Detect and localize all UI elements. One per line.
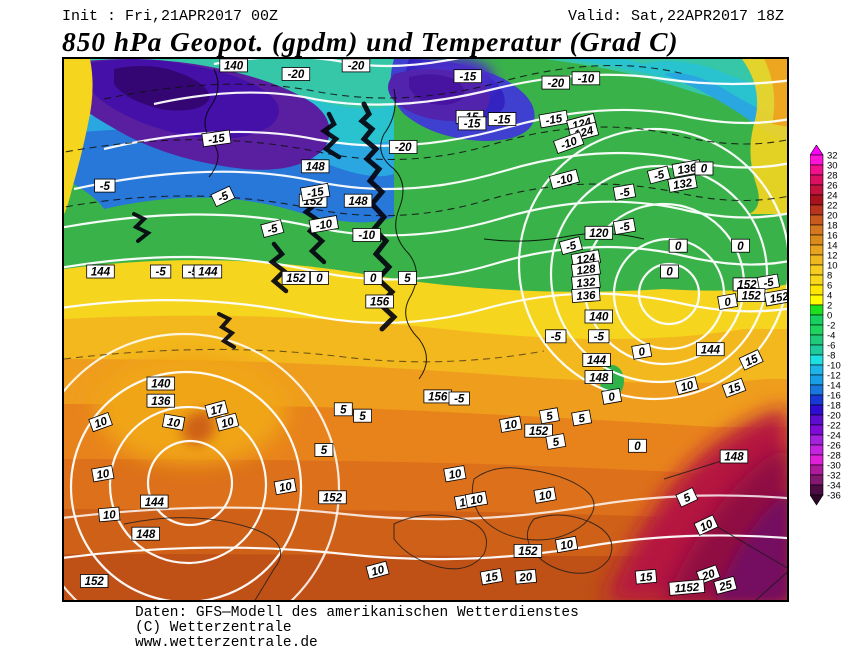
svg-text:-10: -10 [358, 230, 375, 242]
svg-text:20: 20 [518, 571, 533, 584]
svg-text:144: 144 [145, 497, 165, 509]
svg-text:5: 5 [359, 411, 366, 423]
svg-text:152: 152 [742, 290, 762, 302]
svg-text:5: 5 [321, 445, 328, 457]
svg-text:15: 15 [639, 571, 653, 584]
svg-text:152: 152 [286, 273, 306, 285]
svg-text:-15: -15 [208, 132, 227, 146]
svg-text:152: 152 [323, 493, 343, 505]
svg-text:148: 148 [306, 162, 326, 174]
svg-text:-15: -15 [459, 71, 476, 83]
svg-text:5: 5 [404, 273, 411, 285]
svg-text:148: 148 [724, 452, 744, 464]
svg-text:148: 148 [349, 196, 369, 208]
svg-text:0: 0 [316, 273, 323, 285]
svg-text:0: 0 [737, 241, 744, 253]
svg-text:152: 152 [518, 546, 538, 558]
svg-text:148: 148 [136, 529, 156, 541]
svg-text:-15: -15 [494, 114, 511, 126]
svg-text:0: 0 [701, 164, 708, 176]
svg-text:-5: -5 [100, 181, 111, 193]
svg-text:136: 136 [576, 290, 597, 303]
svg-text:-5: -5 [594, 332, 605, 344]
svg-text:152: 152 [85, 576, 105, 588]
svg-text:156: 156 [428, 392, 448, 404]
svg-text:1152: 1152 [674, 581, 700, 595]
svg-text:136: 136 [151, 396, 171, 408]
svg-text:-20: -20 [395, 142, 412, 154]
svg-text:5: 5 [340, 405, 347, 417]
svg-text:144: 144 [91, 267, 111, 279]
svg-text:0: 0 [634, 441, 641, 453]
svg-text:-36: -36 [827, 491, 841, 502]
svg-text:0: 0 [675, 241, 682, 253]
svg-text:148: 148 [589, 372, 609, 384]
svg-text:140: 140 [589, 312, 609, 324]
svg-text:-20: -20 [348, 61, 365, 73]
svg-text:140: 140 [151, 379, 171, 391]
svg-text:140: 140 [224, 61, 244, 73]
svg-text:0: 0 [370, 273, 377, 285]
svg-text:-20: -20 [288, 69, 305, 81]
svg-text:-10: -10 [578, 74, 595, 86]
svg-text:144: 144 [701, 344, 721, 356]
svg-text:-5: -5 [551, 332, 562, 344]
svg-text:152: 152 [529, 426, 549, 438]
svg-text:156: 156 [370, 297, 390, 309]
svg-text:144: 144 [587, 355, 607, 367]
svg-text:120: 120 [589, 228, 609, 240]
svg-text:-20: -20 [547, 78, 564, 90]
svg-text:-5: -5 [454, 394, 465, 406]
svg-text:0: 0 [666, 267, 673, 279]
svg-text:144: 144 [198, 267, 218, 279]
svg-text:-5: -5 [155, 267, 166, 279]
svg-text:-15: -15 [464, 119, 481, 131]
svg-text:10: 10 [102, 509, 116, 522]
